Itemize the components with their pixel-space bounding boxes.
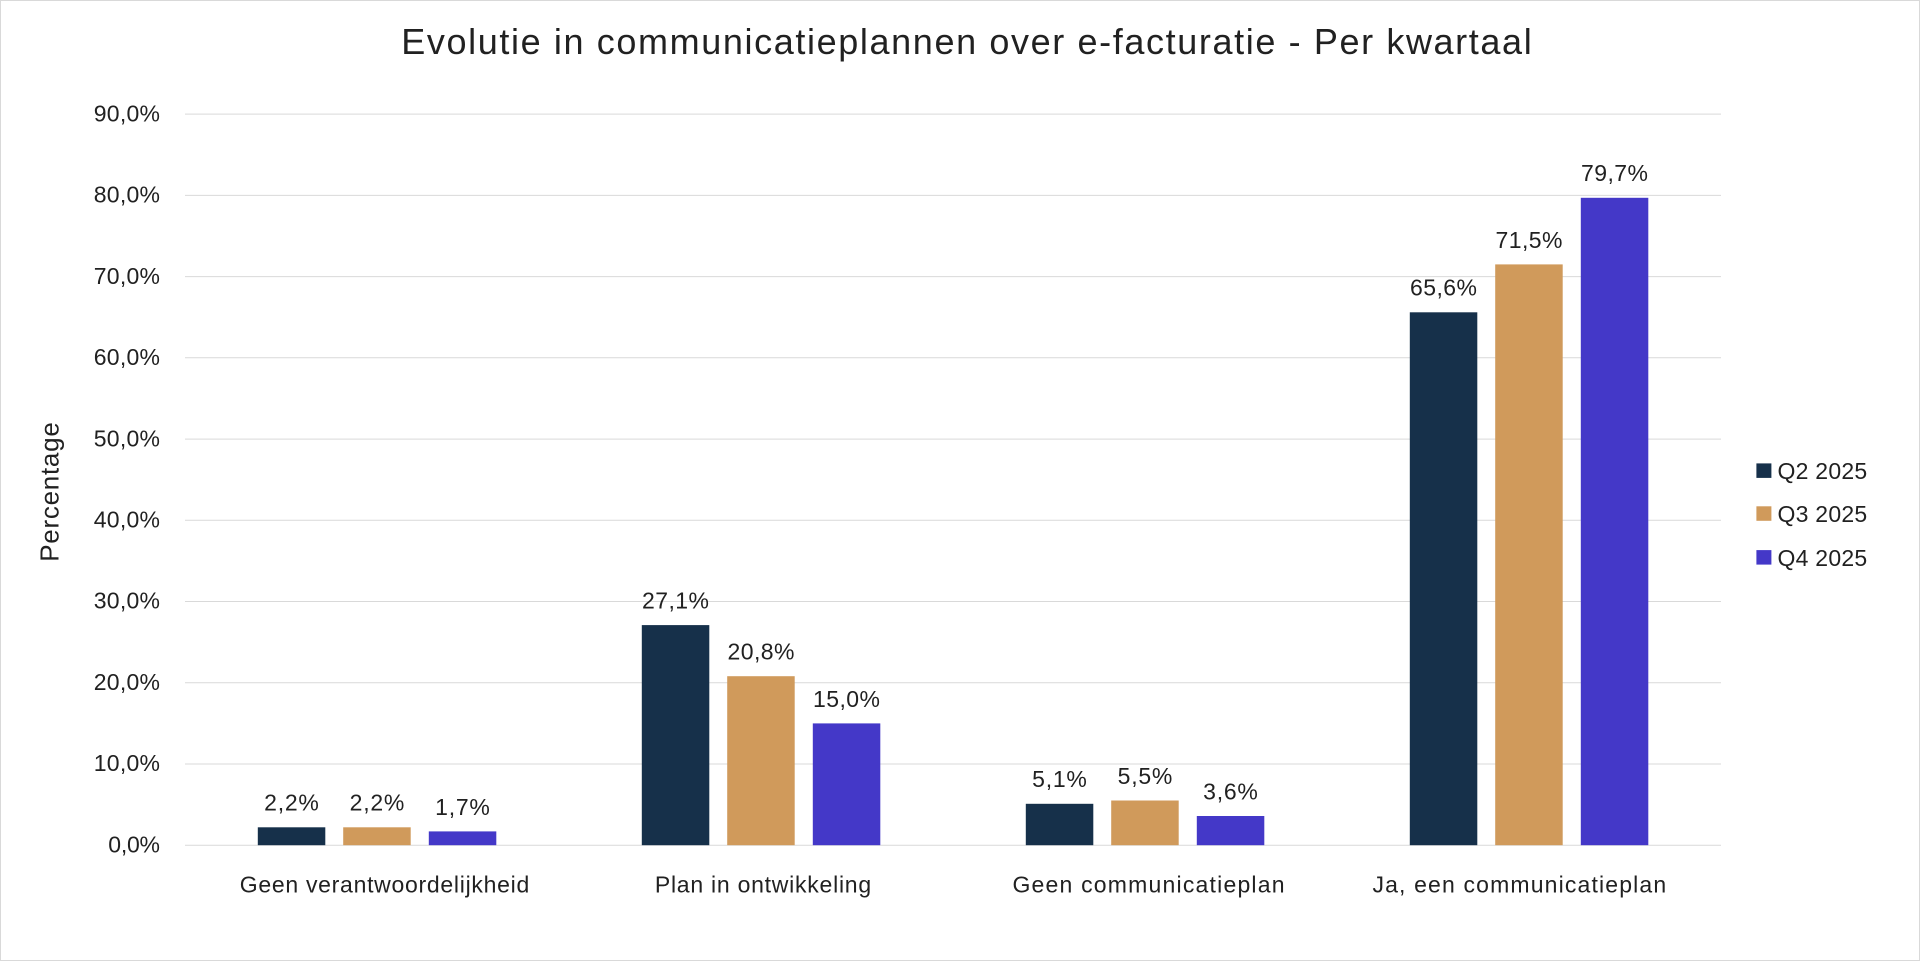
svg-text:20,8%: 20,8% — [728, 639, 795, 665]
svg-text:5,1%: 5,1% — [1032, 766, 1087, 792]
svg-text:70,0%: 70,0% — [94, 263, 160, 289]
svg-text:Q4 2025: Q4 2025 — [1778, 545, 1868, 571]
svg-text:10,0%: 10,0% — [94, 750, 160, 776]
svg-text:2,2%: 2,2% — [350, 790, 405, 816]
svg-text:65,6%: 65,6% — [1410, 275, 1477, 301]
svg-text:50,0%: 50,0% — [94, 425, 160, 451]
svg-text:79,7%: 79,7% — [1581, 160, 1648, 186]
svg-text:Plan in ontwikkeling: Plan in ontwikkeling — [655, 872, 871, 898]
svg-text:Evolutie in communicatieplanne: Evolutie in communicatieplannen over e-f… — [401, 21, 1531, 62]
svg-text:1,7%: 1,7% — [435, 794, 490, 820]
svg-text:Q2 2025: Q2 2025 — [1778, 458, 1868, 484]
svg-text:2,2%: 2,2% — [264, 790, 319, 816]
svg-text:Geen verantwoordelijkheid: Geen verantwoordelijkheid — [240, 872, 530, 898]
svg-text:3,6%: 3,6% — [1203, 778, 1258, 804]
svg-text:Q3 2025: Q3 2025 — [1778, 501, 1868, 527]
svg-text:Ja, een communicatieplan: Ja, een communicatieplan — [1372, 872, 1666, 898]
svg-text:90,0%: 90,0% — [94, 100, 160, 126]
svg-text:27,1%: 27,1% — [642, 588, 709, 614]
svg-text:71,5%: 71,5% — [1496, 227, 1563, 253]
svg-text:30,0%: 30,0% — [94, 588, 160, 614]
svg-text:5,5%: 5,5% — [1118, 763, 1173, 789]
svg-text:60,0%: 60,0% — [94, 344, 160, 370]
svg-text:0,0%: 0,0% — [108, 831, 160, 857]
svg-text:15,0%: 15,0% — [813, 686, 880, 712]
svg-text:Percentage: Percentage — [35, 422, 65, 562]
svg-text:80,0%: 80,0% — [94, 182, 160, 208]
svg-text:40,0%: 40,0% — [94, 507, 160, 533]
svg-text:20,0%: 20,0% — [94, 669, 160, 695]
svg-text:Geen communicatieplan: Geen communicatieplan — [1012, 872, 1284, 898]
